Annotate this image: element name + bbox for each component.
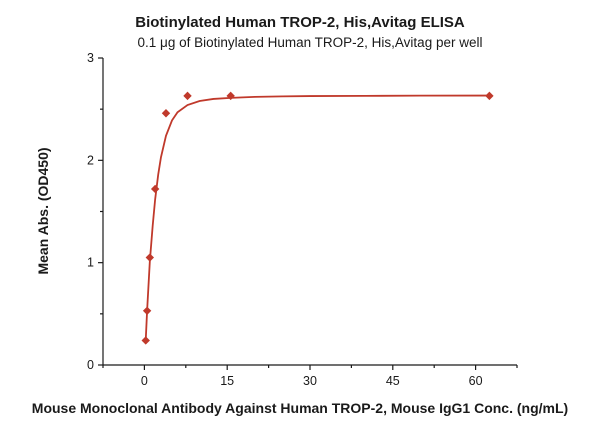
y-axis-label: Mean Abs. (OD450) bbox=[35, 147, 51, 274]
x-tick-label: 45 bbox=[386, 374, 400, 388]
data-point bbox=[142, 306, 152, 315]
x-axis-label: Mouse Monoclonal Antibody Against Human … bbox=[32, 400, 568, 416]
chart-subtitle: 0.1 μg of Biotinylated Human TROP-2, His… bbox=[138, 35, 483, 50]
x-tick-label: 60 bbox=[469, 374, 483, 388]
y-tick-label: 3 bbox=[87, 51, 94, 65]
data-point bbox=[485, 91, 494, 101]
y-tick-label: 2 bbox=[87, 153, 94, 167]
data-point bbox=[150, 184, 160, 194]
x-tick-label: 30 bbox=[303, 374, 317, 388]
chart-title: Biotinylated Human TROP-2, His,Avitag EL… bbox=[135, 14, 465, 31]
x-tick-label: 15 bbox=[220, 374, 234, 388]
x-tick-label: 0 bbox=[141, 374, 148, 388]
data-point bbox=[183, 91, 192, 101]
data-point bbox=[141, 336, 150, 345]
y-tick-label: 0 bbox=[87, 358, 94, 372]
data-point bbox=[161, 109, 171, 118]
fit-curve-line bbox=[144, 94, 490, 341]
data-point bbox=[226, 91, 235, 101]
y-tick-label: 1 bbox=[87, 256, 94, 270]
data-point bbox=[145, 253, 155, 262]
